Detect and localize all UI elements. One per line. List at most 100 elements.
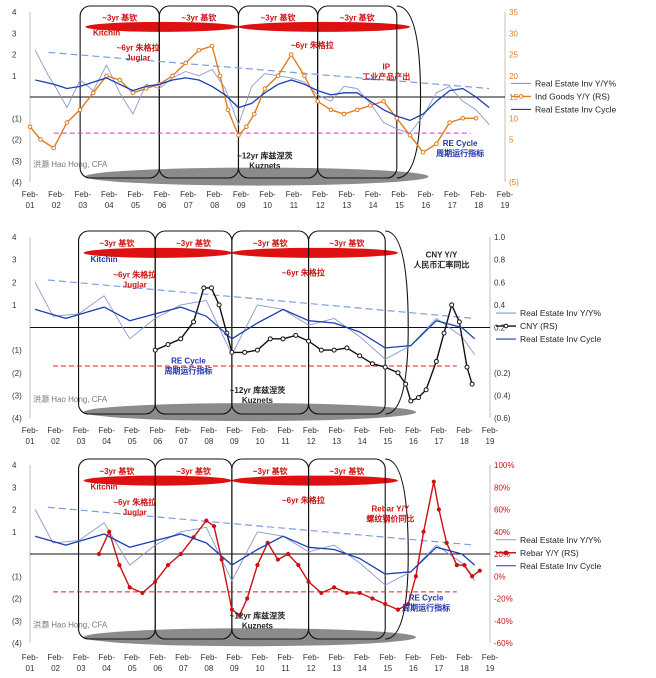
kitchin-cycle-label: ~3yr 基钦 — [176, 238, 211, 248]
x-tick-label: Feb- — [150, 653, 167, 662]
x-tick-label: Feb- — [75, 190, 92, 199]
x-tick-label: 19 — [501, 201, 510, 210]
data-point — [328, 107, 334, 113]
data-point — [236, 132, 241, 138]
legend-label: Real Estate Inv Y/Y% — [535, 78, 617, 88]
right-tick-label: 30 — [509, 29, 518, 38]
data-point — [117, 563, 122, 568]
kitchin-cycle-label: ~3yr 基钦 — [99, 466, 134, 476]
data-point — [293, 332, 299, 338]
legend-label: Ind Goods Y/Y (RS) — [535, 91, 610, 101]
data-point — [344, 345, 350, 351]
x-tick-label: 06 — [153, 664, 162, 673]
rebar-label: 螺纹钢价同比 — [366, 514, 414, 524]
data-point — [117, 77, 123, 83]
kitchin-cycle-bracket — [154, 458, 233, 640]
x-tick-label: Feb- — [22, 653, 39, 662]
cny-label: CNY Y/Y — [426, 250, 458, 259]
data-point — [370, 596, 375, 601]
x-tick-label: Feb- — [124, 653, 141, 662]
x-tick-label: Feb- — [354, 426, 371, 435]
x-tick-label: Feb- — [175, 426, 192, 435]
data-point — [196, 47, 202, 53]
data-point — [315, 98, 320, 104]
data-point — [413, 574, 418, 579]
x-tick-label: 01 — [26, 437, 35, 446]
x-tick-label: 04 — [102, 664, 111, 673]
cny-label: 人民币汇率同比 — [413, 259, 469, 269]
re-cycle-label: 周期运行指标 — [402, 603, 450, 613]
x-tick-label: 12 — [307, 437, 316, 446]
data-point — [436, 507, 441, 512]
data-point — [209, 43, 215, 49]
x-tick-label: Feb- — [354, 653, 371, 662]
data-point — [332, 585, 337, 590]
re-cycle-label: 周期运行指标 — [164, 366, 212, 376]
juglar-label: Juglar — [123, 508, 147, 517]
right-tick-label: (0.6) — [494, 414, 511, 423]
x-tick-label: Feb- — [22, 426, 39, 435]
x-tick-label: 06 — [157, 201, 166, 210]
data-point — [369, 361, 375, 367]
data-point — [383, 601, 388, 607]
data-point — [441, 330, 447, 336]
x-tick-label: Feb- — [391, 190, 408, 199]
x-tick-label: Feb- — [277, 653, 294, 662]
data-point — [382, 364, 388, 370]
right-tick-label: -60% — [494, 639, 513, 648]
left-tick-label: (3) — [12, 617, 22, 626]
x-tick-label: Feb- — [380, 426, 397, 435]
data-point — [357, 353, 363, 359]
data-point — [464, 364, 470, 370]
data-point — [275, 557, 280, 562]
data-point — [368, 103, 373, 108]
left-tick-label: 2 — [12, 506, 17, 515]
x-tick-label: Feb- — [201, 426, 218, 435]
data-point — [201, 285, 207, 291]
data-point — [191, 319, 197, 325]
left-tick-label: 1 — [12, 72, 17, 81]
x-tick-label: 13 — [332, 664, 341, 673]
x-tick-label: 05 — [131, 201, 140, 210]
ip-label: 工业产品产出 — [362, 71, 410, 81]
x-tick-label: 15 — [383, 437, 392, 446]
x-tick-label: 01 — [26, 201, 35, 210]
data-point — [96, 551, 102, 557]
x-tick-label: 05 — [128, 437, 137, 446]
juglar-label: Juglar — [126, 53, 150, 62]
data-point — [245, 596, 250, 601]
data-point — [395, 607, 401, 612]
x-tick-label: Feb- — [328, 653, 345, 662]
kitchin-cycle-bracket — [317, 5, 398, 179]
kuznets-cycle-oval — [85, 167, 429, 186]
legend-label: Real Estate Inv Y/Y% — [520, 535, 602, 545]
data-point — [208, 285, 214, 291]
data-point — [469, 381, 475, 387]
x-tick-label: 18 — [460, 437, 469, 446]
legend-label: Rebar Y/Y (RS) — [520, 548, 579, 558]
legend-marker — [503, 550, 509, 556]
left-tick-label: (2) — [12, 595, 22, 604]
kuznets-label: ~12yr 库兹涅茨 — [230, 611, 285, 621]
data-point — [153, 579, 158, 584]
x-tick-label: Feb- — [233, 190, 250, 199]
left-tick-label: (2) — [12, 136, 22, 145]
x-tick-label: 17 — [448, 201, 457, 210]
x-tick-label: Feb- — [303, 426, 320, 435]
x-tick-label: Feb- — [252, 426, 269, 435]
data-point — [306, 338, 312, 344]
data-point — [420, 149, 426, 155]
data-point — [130, 90, 136, 96]
series-line-real-estate-inv-cycle — [34, 306, 476, 349]
x-tick-label: Feb- — [338, 190, 355, 199]
data-point — [219, 557, 224, 562]
x-tick-label: 14 — [358, 437, 367, 446]
data-point — [280, 336, 286, 342]
x-tick-label: 03 — [77, 664, 86, 673]
juglar-cycle-oval — [238, 21, 410, 32]
data-point — [406, 601, 411, 607]
x-tick-label: 19 — [486, 437, 495, 446]
data-point — [255, 563, 260, 568]
ip-label: IP — [382, 62, 390, 71]
right-tick-label: 15 — [509, 93, 518, 102]
